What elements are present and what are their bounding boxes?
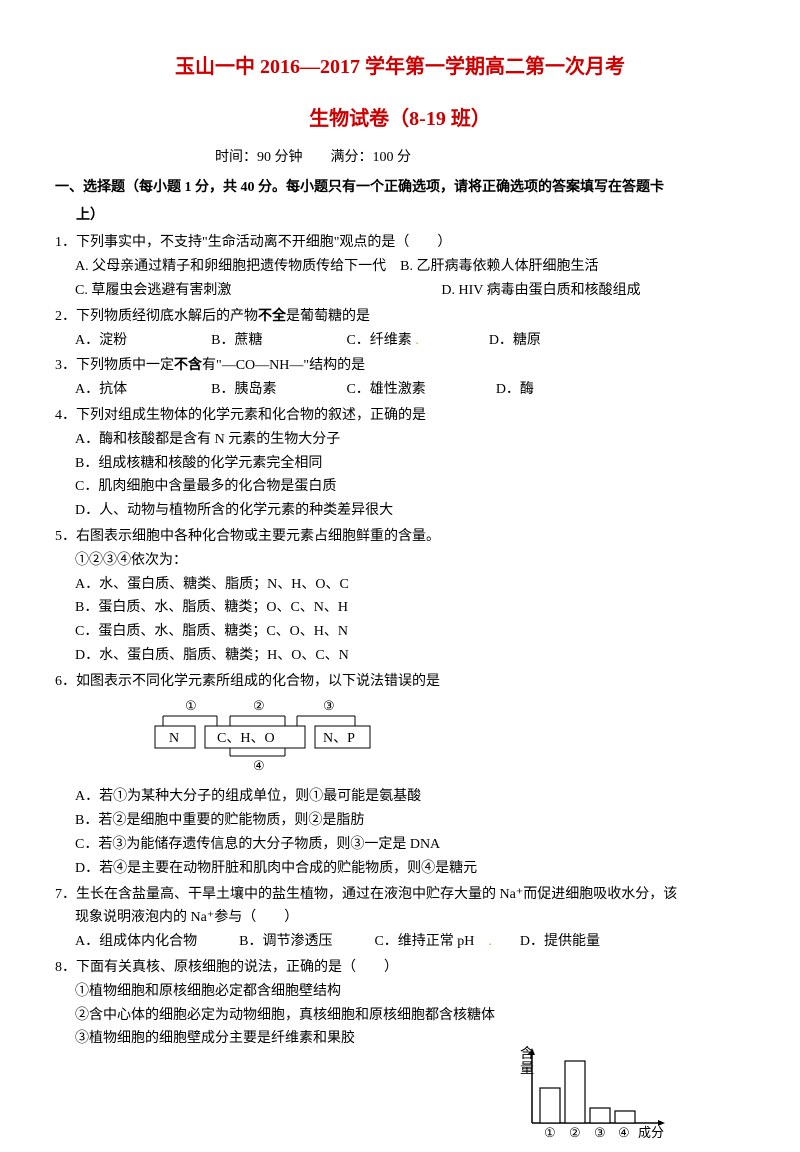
q4-options: A．酶和核酸都是含有 N 元素的生物大分子 B．组成核糖和核酸的化学元素完全相同… [55,428,745,523]
section-header-cont: 上） [55,204,745,228]
q1-options: A. 父母亲通过精子和卵细胞把遗传物质传给下一代 B. 乙肝病毒依赖人体肝细胞生… [55,255,745,303]
q6-stem: 6．如图表示不同化学元素所组成的化合物，以下说法错误的是 [55,670,745,694]
q3-prefix: 3．下列物质中一定 [55,358,174,373]
q1-stem: 1．下列事实中，不支持"生命活动离不开细胞"观点的是（ ） [55,231,745,255]
q1-opt-d: D. HIV 病毒由蛋白质和核酸组成 [441,283,640,298]
q7-opt-c: C．维持正常 pH [374,934,474,949]
element-diagram: ① ② ③ N C、H、O N、P ④ [145,698,745,782]
question-7: 7．生长在含盐量高、干旱土壤中的盐生植物，通过在液泡中贮存大量的 Na⁺而促进细… [55,883,745,954]
q1-opt-b: B. 乙肝病毒依赖人体肝细胞生活 [400,259,598,274]
question-6: 6．如图表示不同化学元素所组成的化合物，以下说法错误的是 ① ② ③ N C、H… [55,670,745,881]
q1-opt-c: C. 草履虫会逃避有害刺激 [75,283,231,298]
q7-options: A．组成体内化合物 B．调节渗透压 C．维持正常 pH . D．提供能量 [55,930,745,954]
svg-text:N: N [169,731,179,746]
q5-stem: 5．右图表示细胞中各种化合物或主要元素占细胞鲜重的含量。 [55,525,745,549]
question-8: 8．下面有关真核、原核细胞的说法，正确的是（ ） ①植物细胞和原核细胞必定都含细… [55,956,745,1051]
question-1: 1．下列事实中，不支持"生命活动离不开细胞"观点的是（ ） A. 父母亲通过精子… [55,231,745,302]
q7-opt-a: A．组成体内化合物 [75,934,197,949]
svg-text:成分: 成分 [638,1125,664,1140]
svg-text:③: ③ [323,698,335,713]
q7-stem: 7．生长在含盐量高、干旱土壤中的盐生植物，通过在液泡中贮存大量的 Na⁺而促进细… [55,883,745,907]
q5-opt-b: B．蛋白质、水、脂质、糖类；O、C、N、H [75,596,745,620]
q5-opt-c: C．蛋白质、水、脂质、糖类；C、O、H、N [75,620,745,644]
svg-text:④: ④ [618,1125,630,1140]
q4-opt-b: B．组成核糖和核酸的化学元素完全相同 [75,452,745,476]
q2-opt-c: C．纤维素 [346,333,411,348]
svg-text:②: ② [253,698,265,713]
q6-opt-b: B．若②是细胞中重要的贮能物质，则②是脂肪 [75,809,745,833]
q4-opt-a: A．酶和核酸都是含有 N 元素的生物大分子 [75,428,745,452]
bar-chart: 含 量 ① ② ③ ④ 成分 [510,1043,670,1143]
q7-opt-d: D．提供能量 [520,934,600,949]
q5-options: A．水、蛋白质、糖类、脂质；N、H、O、C B．蛋白质、水、脂质、糖类；O、C、… [55,573,745,668]
q2-stem: 2．下列物质经彻底水解后的产物不全是葡萄糖的是 [55,305,745,329]
svg-text:①: ① [185,698,197,713]
q3-opt-d: D．酶 [496,382,534,397]
q3-options: A．抗体 B．胰岛素 C．雄性激素 D．酶 [55,378,745,402]
orange-dot-icon: . [415,333,419,348]
title-main: 玉山一中 2016—2017 学年第一学期高二第一次月考 [55,50,745,84]
q3-opt-c: C．雄性激素 [346,382,425,397]
q3-opt-a: A．抗体 [75,382,127,397]
q7-stem2: 现象说明液泡内的 Na⁺参与（ ） [55,906,745,930]
q2-suffix: 是葡萄糖的是 [286,309,370,324]
q8-lines: ①植物细胞和原核细胞必定都含细胞壁结构 ②含中心体的细胞必定为动物细胞，真核细胞… [55,980,745,1051]
q2-opt-b: B．蔗糖 [211,333,262,348]
q2-prefix: 2．下列物质经彻底水解后的产物 [55,309,258,324]
q2-opt-a: A．淀粉 [75,333,127,348]
q6-opt-c: C．若③为能储存遗传信息的大分子物质，则③一定是 DNA [75,833,745,857]
svg-text:①: ① [544,1125,556,1140]
q8-stem: 8．下面有关真核、原核细胞的说法，正确的是（ ） [55,956,745,980]
question-2: 2．下列物质经彻底水解后的产物不全是葡萄糖的是 A．淀粉 B．蔗糖 C．纤维素 … [55,305,745,353]
time-info: 时间：90 分钟 满分：100 分 [155,146,745,170]
title-sub: 生物试卷（8-19 班） [55,102,745,136]
q6-options: A．若①为某种大分子的组成单位，则①最可能是氨基酸 B．若②是细胞中重要的贮能物… [55,785,745,880]
q5-opt-d: D．水、蛋白质、脂质、糖类；H、O、C、N [75,644,745,668]
q4-opt-d: D．人、动物与植物所含的化学元素的种类差异很大 [75,499,745,523]
question-3: 3．下列物质中一定不含有"—CO—NH—"结构的是 A．抗体 B．胰岛素 C．雄… [55,354,745,402]
q7-opt-b: B．调节渗透压 [239,934,332,949]
section-header: 一、选择题（每小题 1 分，共 40 分。每小题只有一个正确选项，请将正确选项的… [55,176,745,200]
q5-stem2: ①②③④依次为： [55,549,745,573]
svg-text:③: ③ [594,1125,606,1140]
q2-opt-d: D．糖原 [489,333,541,348]
question-4: 4．下列对组成生物体的化学元素和化合物的叙述，正确的是 A．酶和核酸都是含有 N… [55,404,745,523]
svg-text:C、H、O: C、H、O [217,731,275,746]
q2-bold: 不全 [258,309,286,324]
q3-bold: 不含 [174,358,202,373]
orange-dot-icon: . [488,934,492,949]
q4-opt-c: C．肌肉细胞中含量最多的化合物是蛋白质 [75,475,745,499]
q2-options: A．淀粉 B．蔗糖 C．纤维素 . D．糖原 [55,329,745,353]
q3-stem: 3．下列物质中一定不含有"—CO—NH—"结构的是 [55,354,745,378]
q3-opt-b: B．胰岛素 [211,382,276,397]
q6-opt-d: D．若④是主要在动物肝脏和肌肉中合成的贮能物质，则④是糖元 [75,857,745,881]
q1-opt-a: A. 父母亲通过精子和卵细胞把遗传物质传给下一代 [75,259,386,274]
svg-text:②: ② [569,1125,581,1140]
question-5: 5．右图表示细胞中各种化合物或主要元素占细胞鲜重的含量。 ①②③④依次为： A．… [55,525,745,668]
svg-text:N、P: N、P [323,731,355,746]
q4-stem: 4．下列对组成生物体的化学元素和化合物的叙述，正确的是 [55,404,745,428]
q8-line1: ①植物细胞和原核细胞必定都含细胞壁结构 [75,980,745,1004]
svg-text:④: ④ [253,758,265,773]
q8-line2: ②含中心体的细胞必定为动物细胞，真核细胞和原核细胞都含核糖体 [75,1004,745,1028]
q5-opt-a: A．水、蛋白质、糖类、脂质；N、H、O、C [75,573,745,597]
q6-opt-a: A．若①为某种大分子的组成单位，则①最可能是氨基酸 [75,785,745,809]
q3-suffix: 有"—CO—NH—"结构的是 [202,358,365,373]
